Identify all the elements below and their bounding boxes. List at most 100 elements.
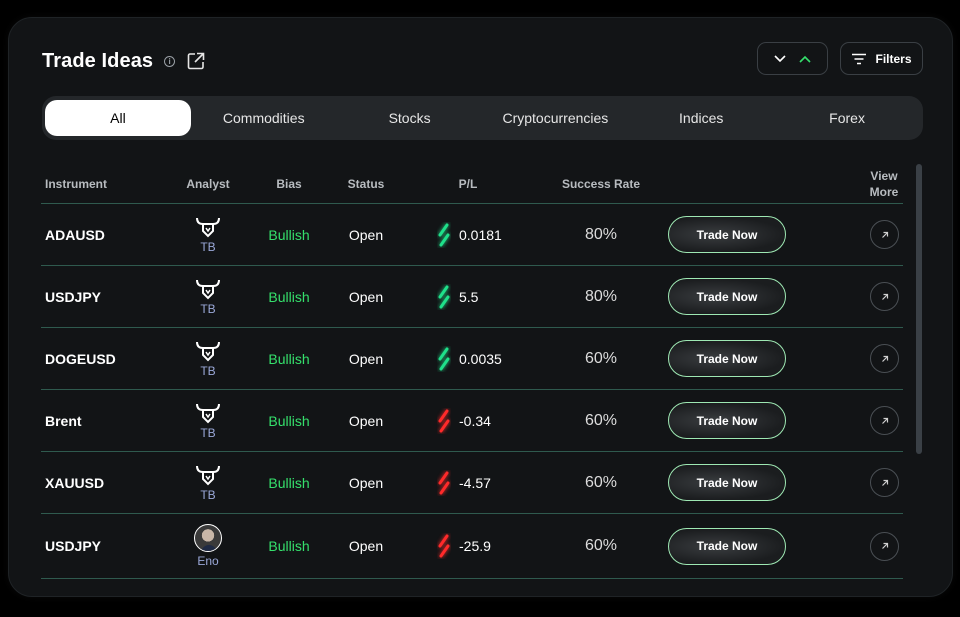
chevron-up-icon[interactable]: [798, 54, 812, 64]
bull-logo-icon: [196, 279, 220, 299]
info-icon[interactable]: i: [164, 55, 176, 67]
pl-cell: -4.57: [437, 470, 491, 496]
success-rate-value: 60%: [584, 411, 618, 429]
pl-cell: -0.34: [437, 408, 491, 434]
sort-toggle[interactable]: [757, 42, 828, 75]
success-rate-value: 80%: [584, 225, 618, 243]
analyst-name: TB: [200, 239, 216, 254]
filter-icon: [852, 53, 867, 64]
pl-value: 0.0181: [459, 226, 502, 243]
trend-up-icon: [438, 285, 450, 308]
view-more-button[interactable]: [870, 531, 899, 561]
view-more-button[interactable]: [870, 406, 899, 435]
pl-value: -0.34: [459, 412, 491, 429]
bull-logo-icon: [196, 465, 220, 485]
bias-value: Bullish: [268, 412, 310, 429]
trade-now-button[interactable]: Trade Now: [668, 340, 786, 377]
arrow-up-right-icon: [881, 542, 888, 549]
arrow-up-right-icon: [881, 231, 888, 238]
tab-forex[interactable]: Forex: [829, 110, 865, 126]
pl-value: -25.9: [459, 538, 491, 554]
trade-now-button[interactable]: Trade Now: [668, 402, 786, 439]
tab-indices[interactable]: Indices: [679, 110, 724, 126]
arrow-up-right-icon: [881, 355, 888, 362]
success-rate-value: 60%: [584, 349, 618, 367]
trade-now-button[interactable]: Trade Now: [668, 278, 786, 315]
view-more-button[interactable]: [870, 282, 899, 311]
table-row[interactable]: USDJPY TB Bullish Open 5.5 80% Trade Now: [41, 266, 903, 328]
filters-button[interactable]: Filters: [840, 42, 923, 75]
trade-now-button[interactable]: Trade Now: [668, 216, 786, 253]
trade-now-button[interactable]: Trade Now: [668, 464, 786, 501]
category-tabs: All Commodities Stocks Cryptocurrencies …: [42, 96, 923, 140]
analyst-cell: TB: [186, 278, 230, 316]
tab-cryptocurrencies[interactable]: Cryptocurrencies: [502, 110, 609, 126]
col-pl[interactable]: P/L: [458, 177, 478, 191]
pl-value: 5.5: [459, 288, 479, 305]
success-rate-value: 60%: [584, 473, 618, 491]
col-status[interactable]: Status: [347, 177, 385, 191]
bias-value: Bullish: [268, 226, 310, 243]
trade-ideas-table: Instrument Analyst Bias Status P/L Succe…: [41, 165, 903, 579]
pl-value: -4.57: [459, 474, 491, 491]
view-more-button[interactable]: [870, 344, 899, 373]
status-value: Open: [348, 538, 384, 554]
trend-down-icon: [438, 534, 450, 558]
col-bias[interactable]: Bias: [276, 177, 302, 191]
col-analyst[interactable]: Analyst: [186, 177, 230, 191]
table-header: Instrument Analyst Bias Status P/L Succe…: [41, 165, 903, 204]
pl-cell: -25.9: [437, 533, 491, 559]
pl-cell: 0.0181: [437, 222, 502, 248]
col-view-more: View More: [861, 168, 907, 200]
instrument-name: USDJPY: [45, 288, 102, 305]
view-more-line2: More: [869, 185, 899, 199]
table-row[interactable]: USDJPY Eno Bullish Open -25.9 60% Trade …: [41, 514, 903, 579]
analyst-cell: TB: [186, 216, 230, 254]
avatar: [194, 524, 222, 552]
tab-all[interactable]: All: [45, 100, 191, 136]
external-link-icon[interactable]: [186, 51, 206, 71]
table-row[interactable]: ADAUSD TB Bullish Open 0.0181 80% Trade …: [41, 204, 903, 266]
col-success-rate[interactable]: Success Rate: [561, 177, 641, 191]
instrument-name: USDJPY: [45, 538, 102, 554]
pl-value: 0.0035: [459, 350, 502, 367]
table-row[interactable]: Brent TB Bullish Open -0.34 60% Trade No…: [41, 390, 903, 452]
chevron-down-icon[interactable]: [773, 54, 787, 64]
tab-stocks[interactable]: Stocks: [388, 110, 431, 126]
trade-ideas-card: Trade Ideas i Filters All Commodities St…: [8, 17, 953, 597]
analyst-name: Eno: [197, 554, 219, 568]
table-row[interactable]: XAUUSD TB Bullish Open -4.57 60% Trade N…: [41, 452, 903, 514]
analyst-name: TB: [200, 301, 216, 316]
arrow-up-right-icon: [881, 479, 888, 486]
analyst-cell: TB: [186, 340, 230, 378]
page-title: Trade Ideas: [42, 49, 154, 72]
trend-down-icon: [438, 409, 450, 432]
table-row[interactable]: DOGEUSD TB Bullish Open 0.0035 60% Trade…: [41, 328, 903, 390]
status-value: Open: [348, 474, 384, 491]
status-value: Open: [348, 226, 384, 243]
scrollbar[interactable]: [916, 164, 922, 454]
view-more-button[interactable]: [870, 468, 899, 497]
instrument-name: XAUUSD: [45, 474, 105, 491]
view-more-button[interactable]: [870, 220, 899, 249]
trade-now-button[interactable]: Trade Now: [668, 527, 786, 565]
instrument-name: Brent: [45, 412, 82, 429]
tab-commodities[interactable]: Commodities: [222, 110, 305, 126]
col-instrument[interactable]: Instrument: [45, 177, 108, 191]
view-more-line1: View: [870, 169, 898, 183]
bull-logo-icon: [196, 403, 220, 423]
trend-up-icon: [438, 223, 450, 246]
success-rate-value: 60%: [584, 537, 618, 554]
card-header: Trade Ideas i: [42, 48, 206, 74]
success-rate-value: 80%: [584, 287, 618, 305]
analyst-cell: TB: [186, 402, 230, 440]
instrument-name: ADAUSD: [45, 226, 105, 243]
trend-down-icon: [438, 471, 450, 494]
bias-value: Bullish: [268, 538, 310, 554]
analyst-cell: Eno: [186, 524, 230, 568]
analyst-cell: TB: [186, 464, 230, 502]
arrow-up-right-icon: [881, 293, 888, 300]
arrow-up-right-icon: [881, 417, 888, 424]
analyst-name: TB: [200, 425, 216, 440]
filters-label: Filters: [875, 51, 912, 66]
